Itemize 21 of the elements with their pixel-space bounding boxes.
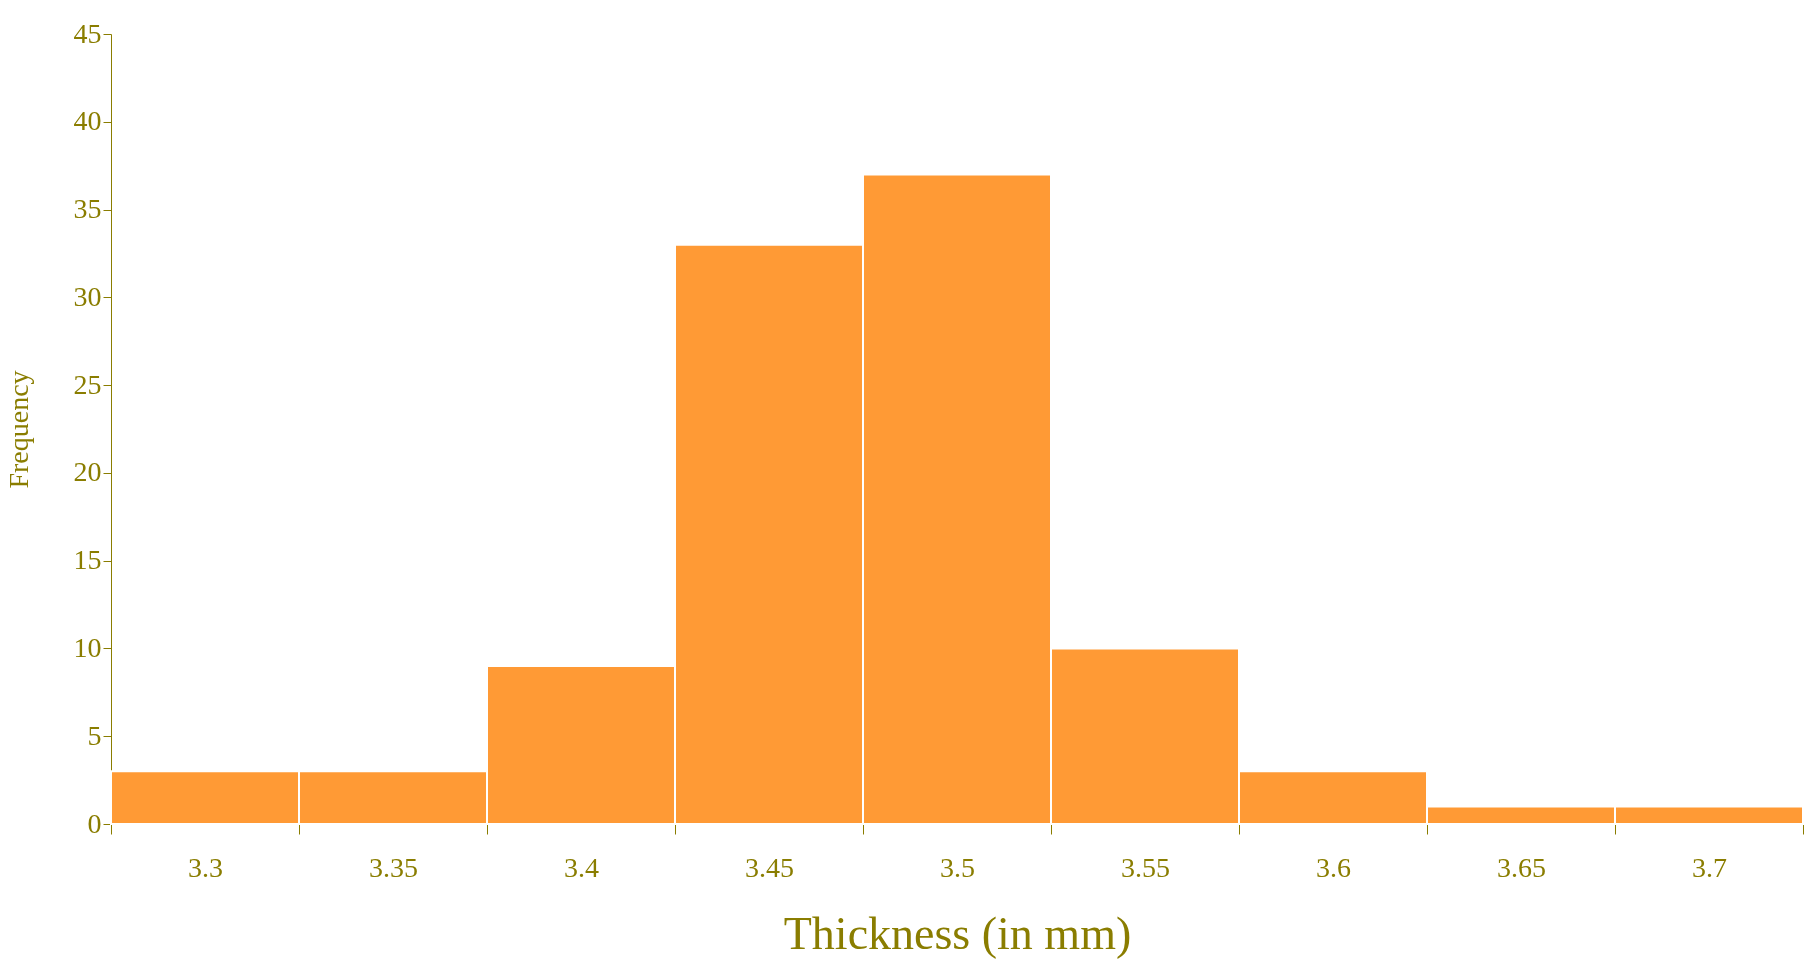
x-tick-label: 3.3 [188,851,223,883]
x-tick-label: 3.7 [1692,851,1727,883]
y-tick-label: 15 [73,544,102,576]
y-tick-label: 5 [87,719,102,751]
y-tick-label: 0 [87,807,102,839]
y-tick-label: 45 [73,17,102,49]
y-tick-label: 35 [73,193,102,225]
y-tick-label: 40 [73,105,102,137]
y-axis-title: Frequency [2,370,34,489]
x-tick-label: 3.5 [940,851,975,883]
x-tick-label: 3.65 [1497,851,1546,883]
x-tick-label: 3.55 [1121,851,1170,883]
y-tick-label: 30 [73,280,102,312]
x-tick-label: 3.35 [369,851,418,883]
y-tick-label: 10 [73,631,102,663]
x-tick-label: 3.6 [1316,851,1351,883]
x-tick-label: 3.4 [564,851,599,883]
x-axis-title: Thickness (in mm) [783,907,1132,959]
y-tick-label: 20 [73,456,102,488]
x-tick-label: 3.45 [745,851,794,883]
y-tick-label: 25 [73,368,102,400]
